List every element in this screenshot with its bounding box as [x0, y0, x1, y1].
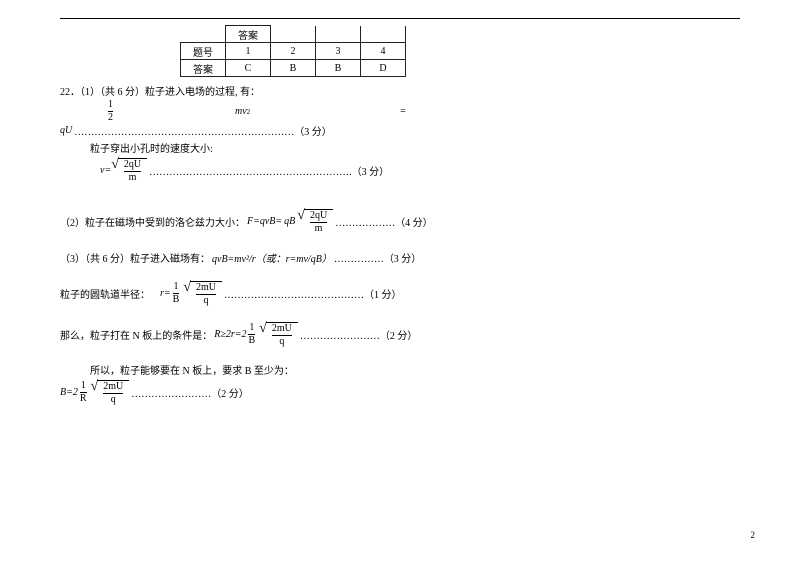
q22-part3-line: （3）（共 6 分）粒子进入磁场有： qvB=mv²/r（或：r=mv/qB） … [60, 250, 740, 265]
part3b-sqrt-num: 2mU [196, 283, 216, 293]
part3c-sqrt-num: 2mU [272, 324, 292, 334]
table-cell: B [271, 60, 316, 77]
q22-part3d-eq: B=2 1 R √ 2mU q ……………………（2 分） [60, 380, 740, 405]
part3-label: （3）（共 6 分）粒子进入磁场有： [60, 250, 210, 265]
part3b-sqrt-den: q [204, 296, 209, 306]
eq1-equals: = [400, 106, 406, 117]
part3d-frac-num: 1 [81, 381, 86, 391]
table-cell: 1 [226, 43, 271, 60]
part2-sqrt-den: m [315, 224, 323, 234]
part3d-sqrt-den: q [111, 395, 116, 405]
answer-table: 答案 题号 1 2 3 4 答案 C B B D [180, 25, 406, 77]
part3c-sqrt-den: q [279, 337, 284, 347]
part3b-frac-num: 1 [173, 282, 178, 292]
row-label-answer: 答案 [181, 60, 226, 77]
q22-part1-label: 22．（1）（共 6 分）粒子进入电场的过程, 有： [60, 83, 740, 98]
eq1-half-den: 2 [108, 113, 113, 123]
part3-expr: qvB=mv²/r（或：r=mv/qB） [212, 250, 332, 265]
row-label-number: 题号 [181, 43, 226, 60]
q22-part2: （2）粒子在磁场中受到的洛仑兹力大小： F=qvB= qB √ 2qU m ……… [60, 209, 740, 234]
table-header-answer: 答案 [226, 26, 271, 43]
q22-part1b-label: 粒子穿出小孔时的速度大小: [90, 140, 740, 155]
table-cell: 3 [316, 43, 361, 60]
eq1-qU: qU [60, 125, 72, 136]
table-cell: C [226, 60, 271, 77]
part3c-dots: ……………………（2 分） [300, 327, 418, 342]
part2-dots: ………………（4 分） [335, 214, 433, 229]
eq2-v: v= [100, 165, 111, 176]
page-number: 2 [751, 530, 756, 540]
eq1-mv: mv [235, 106, 247, 117]
table-cell: B [316, 60, 361, 77]
q22-part3c: 那么，粒子打在 N 板上的条件是： R≥2r=2 1 B √ 2mU q ………… [60, 322, 740, 347]
answer-section: 答案 题号 1 2 3 4 答案 C B B D [180, 25, 740, 77]
part3c-frac-den: B [248, 336, 255, 346]
part2-label: （2）粒子在磁场中受到的洛仑兹力大小： [60, 214, 245, 229]
q22-eq1b: qU …………………………………………………………（3 分） [60, 123, 740, 138]
table-cell: D [361, 60, 406, 77]
top-rule [60, 18, 740, 19]
q22-eq1: 1 2 mv2 = [60, 100, 740, 123]
eq2-num: 2qU [124, 160, 141, 170]
part3b-dots: ……………………………………（1 分） [224, 286, 402, 301]
part2-qb: qB [284, 216, 295, 227]
part3d-label-line: 所以，粒子能够要在 N 板上，要求 B 至少为： [90, 362, 740, 377]
part3b-r: r= [160, 288, 171, 299]
part3-dots: ……………（3 分） [334, 250, 422, 265]
part3d-frac-den: R [80, 394, 87, 404]
eq1-half-num: 1 [108, 100, 113, 110]
q22-eq2: v= √ 2qU m …………………………………………………….（3 分） [60, 158, 740, 183]
eq2-dots: …………………………………………………….（3 分） [149, 163, 389, 178]
part3b-frac-den: B [173, 295, 180, 305]
part3d-dots: ……………………（2 分） [131, 385, 249, 400]
eq1-dots: …………………………………………………………（3 分） [74, 123, 332, 138]
table-cell: 4 [361, 43, 406, 60]
eq1-sup2: 2 [247, 108, 251, 116]
table-cell: 2 [271, 43, 316, 60]
eq2-den: m [129, 173, 137, 183]
part3c-label: 那么，粒子打在 N 板上的条件是： [60, 327, 212, 342]
q22-part3b: 粒子的圆轨道半径： r= 1 B √ 2mU q ……………………………………（… [60, 281, 740, 306]
part3d-sqrt-num: 2mU [103, 382, 123, 392]
part3c-expr: R≥2r=2 [214, 329, 246, 340]
part3b-label: 粒子的圆轨道半径： [60, 286, 150, 301]
part2-sqrt-num: 2qU [310, 211, 327, 221]
part2-f: F=qvB= [247, 216, 282, 227]
part3d-B: B=2 [60, 387, 78, 398]
part3c-frac-num: 1 [249, 323, 254, 333]
